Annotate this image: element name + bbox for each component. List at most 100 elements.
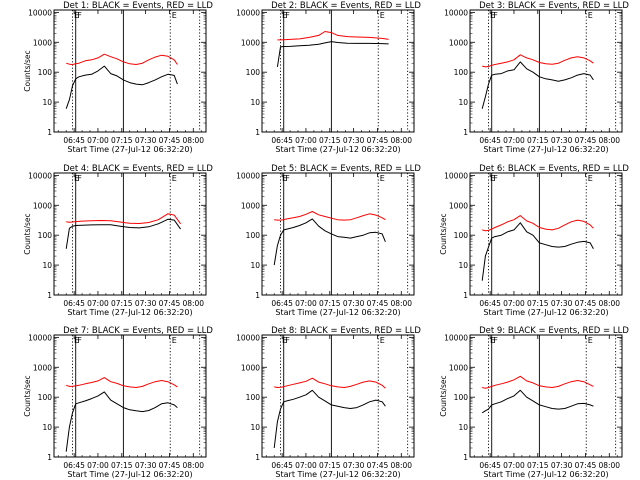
x-tick-label: 07:00 [87,461,109,470]
plot-frame [261,334,415,458]
y-tick-label: 10 [42,261,52,270]
time-marker-label: E [282,336,287,345]
y-axis-label: Counts/sec [23,213,32,254]
time-marker-label: E [74,11,79,20]
x-tick-label: 07:15 [111,461,133,470]
y-axis-label: Counts/sec [439,213,448,254]
panel-title: Det 1: BLACK = Events, RED = LLD [63,1,213,11]
series-line-lld [274,377,386,389]
y-tick-label: 1000 [33,363,52,372]
x-tick-label: 07:45 [159,299,181,308]
y-tick-label: 10000 [444,171,468,180]
x-axis-label: Start Time (27-Jul-12 06:32:20) [275,308,400,317]
x-tick-label: 06:45 [63,136,85,145]
y-tick-label: 100 [246,231,261,240]
plot-frame [53,172,207,296]
x-tick-label: 07:15 [319,461,341,470]
y-tick-label: 10000 [28,333,52,342]
y-tick-label: 100 [38,393,53,402]
time-marker-label: E [588,336,593,345]
series-line-events [481,389,594,414]
x-tick-label: 06:45 [271,136,293,145]
series-line-lld [482,215,594,232]
panel-title: Det 2: BLACK = Events, RED = LLD [271,1,421,11]
x-tick-label: 07:45 [575,136,597,145]
y-axis-label: Counts/sec [439,375,448,416]
x-tick-label: 07:30 [551,461,573,470]
series-line-events [273,218,386,266]
series-line-events [276,41,389,67]
plot-frame [261,172,415,296]
time-marker-label: E [74,174,79,183]
time-marker-label: F [285,11,290,20]
y-tick-label: 10 [250,261,260,270]
time-marker-label: E [490,11,495,20]
x-tick-label: 07:45 [367,461,389,470]
time-marker-label: F [77,174,82,183]
x-tick-label: 07:45 [159,461,181,470]
x-tick-label: 07:45 [575,461,597,470]
x-tick-label: 07:00 [87,299,109,308]
x-tick-label: 07:45 [575,299,597,308]
series-line-lld [277,31,389,41]
time-marker-label: E [490,336,495,345]
x-tick-label: 07:30 [343,299,365,308]
series-line-events [481,61,594,109]
x-tick-label: 08:00 [182,136,204,145]
panel-title: Det 6: BLACK = Events, RED = LLD [479,164,629,174]
time-marker-label: F [285,336,290,345]
x-tick-label: 07:30 [135,299,157,308]
time-marker-label: F [77,11,82,20]
y-tick-label: 100 [246,68,261,77]
x-tick-label: 06:45 [271,299,293,308]
y-tick-label: 10 [42,423,52,432]
time-marker-label: F [493,11,498,20]
series-line-lld [66,377,178,388]
panel-title: Det 8: BLACK = Events, RED = LLD [271,326,421,336]
y-tick-label: 10 [458,423,468,432]
plot-frame [469,9,623,133]
plot-frame [53,334,207,458]
series-line-events [273,389,386,449]
y-tick-label: 1 [255,291,260,300]
y-tick-label: 10 [458,98,468,107]
x-tick-label: 06:45 [479,461,501,470]
x-tick-label: 07:45 [159,136,181,145]
y-tick-label: 10000 [28,8,52,17]
y-tick-label: 10000 [444,8,468,17]
y-tick-label: 1000 [241,38,260,47]
y-tick-label: 10 [250,98,260,107]
x-tick-label: 08:00 [182,299,204,308]
x-tick-label: 08:00 [182,461,204,470]
time-marker-label: F [77,336,82,345]
y-tick-label: 100 [38,68,53,77]
time-marker-label: E [380,11,385,20]
x-tick-label: 06:45 [63,461,85,470]
plot-frame [469,172,623,296]
x-axis-label: Start Time (27-Jul-12 06:32:20) [275,145,400,154]
time-marker-label: E [172,336,177,345]
y-tick-label: 1 [463,291,468,300]
series-line-events [481,222,594,281]
x-tick-label: 07:30 [135,461,157,470]
x-tick-label: 08:00 [598,461,620,470]
x-tick-label: 08:00 [390,461,412,470]
x-tick-label: 07:30 [551,299,573,308]
y-axis-label: Counts/sec [23,50,32,91]
y-tick-label: 1000 [33,201,52,210]
series-line-lld [482,54,594,68]
x-tick-label: 08:00 [390,299,412,308]
x-tick-label: 07:15 [111,136,133,145]
x-tick-label: 06:45 [271,461,293,470]
series-line-lld [66,53,178,65]
plot-frame [53,9,207,133]
y-tick-label: 10000 [236,171,260,180]
time-marker-label: E [282,11,287,20]
time-marker-label: E [588,174,593,183]
series-line-lld [482,375,594,389]
y-tick-label: 10 [458,261,468,270]
